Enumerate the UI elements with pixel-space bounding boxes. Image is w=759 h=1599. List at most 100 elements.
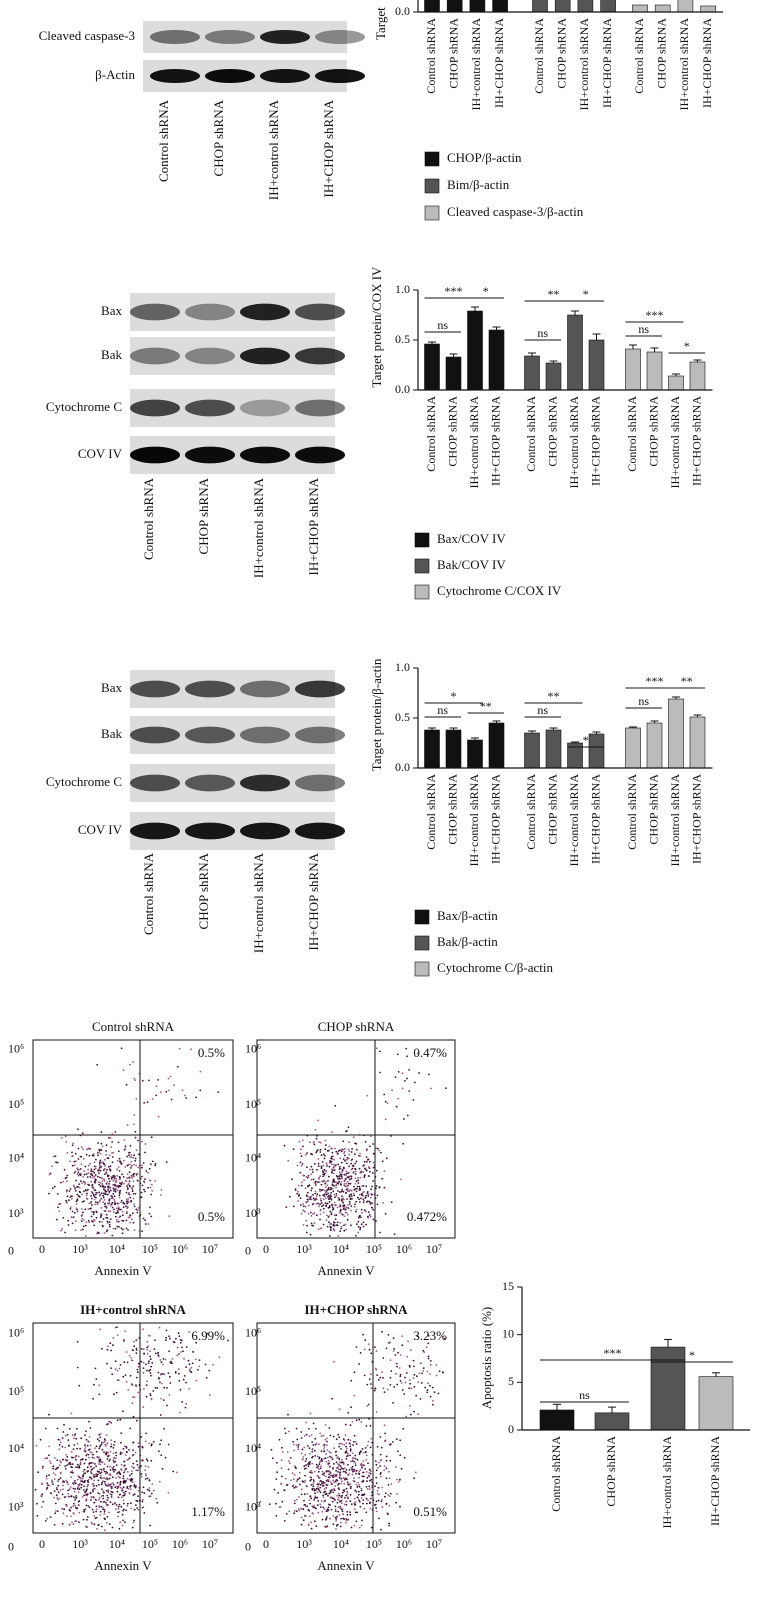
event-dot xyxy=(305,1515,307,1517)
event-dot xyxy=(150,1445,152,1447)
event-dot xyxy=(116,1504,118,1506)
event-dot xyxy=(107,1466,109,1468)
event-dot xyxy=(327,1449,329,1451)
event-dot xyxy=(301,1524,303,1526)
event-dot xyxy=(104,1471,106,1473)
event-dot xyxy=(80,1462,82,1464)
event-dot xyxy=(143,1388,145,1390)
event-dot xyxy=(325,1453,327,1455)
event-dot xyxy=(353,1194,355,1196)
event-dot xyxy=(120,1473,122,1475)
event-dot xyxy=(93,1485,95,1487)
event-dot xyxy=(341,1178,343,1180)
event-dot xyxy=(351,1148,353,1150)
event-dot xyxy=(361,1497,363,1499)
event-dot xyxy=(317,1512,319,1514)
event-dot xyxy=(66,1481,68,1483)
bar xyxy=(546,363,561,390)
event-dot xyxy=(116,1464,118,1466)
event-dot xyxy=(104,1483,106,1485)
event-dot xyxy=(131,1177,133,1179)
event-dot xyxy=(360,1469,362,1471)
event-dot xyxy=(329,1205,331,1207)
event-dot xyxy=(149,1356,151,1358)
event-dot xyxy=(413,1360,415,1362)
event-dot xyxy=(77,1367,79,1369)
event-dot xyxy=(57,1480,59,1482)
event-dot xyxy=(54,1512,56,1514)
event-dot xyxy=(359,1506,361,1508)
event-dot xyxy=(331,1483,333,1485)
event-dot xyxy=(104,1444,106,1446)
event-dot xyxy=(119,1197,121,1199)
event-dot xyxy=(114,1177,116,1179)
event-dot xyxy=(285,1206,287,1208)
event-dot xyxy=(90,1444,92,1446)
event-dot xyxy=(351,1527,353,1529)
event-dot xyxy=(299,1484,301,1486)
event-dot xyxy=(405,1382,407,1384)
event-dot xyxy=(333,1179,335,1181)
event-dot xyxy=(97,1152,99,1154)
event-dot xyxy=(98,1448,100,1450)
event-dot xyxy=(75,1482,77,1484)
event-dot xyxy=(86,1505,88,1507)
event-dot xyxy=(69,1510,71,1512)
quadrant-percent: 0.5% xyxy=(198,1045,225,1060)
event-dot xyxy=(134,1160,136,1162)
event-dot xyxy=(108,1199,110,1201)
event-dot xyxy=(135,1131,137,1133)
event-dot xyxy=(421,1382,423,1384)
event-dot xyxy=(122,1478,124,1480)
event-dot xyxy=(46,1478,48,1480)
event-dot xyxy=(62,1494,64,1496)
event-dot xyxy=(319,1462,321,1464)
event-dot xyxy=(88,1449,90,1451)
event-dot xyxy=(335,1510,337,1512)
event-dot xyxy=(336,1495,338,1497)
event-dot xyxy=(318,1163,320,1165)
blot-band xyxy=(130,775,180,792)
event-dot xyxy=(48,1454,50,1456)
event-dot xyxy=(318,1229,320,1231)
event-dot xyxy=(328,1195,330,1197)
event-dot xyxy=(379,1051,381,1053)
event-dot xyxy=(114,1175,116,1177)
event-dot xyxy=(110,1137,112,1139)
event-dot xyxy=(335,1481,337,1483)
event-dot xyxy=(399,1479,401,1481)
event-dot xyxy=(338,1493,340,1495)
event-dot xyxy=(132,1212,134,1214)
event-dot xyxy=(368,1404,370,1406)
event-dot xyxy=(107,1222,109,1224)
event-dot xyxy=(121,1173,123,1175)
event-dot xyxy=(76,1508,78,1510)
event-dot xyxy=(370,1498,372,1500)
event-dot xyxy=(341,1502,343,1504)
event-dot xyxy=(320,1465,322,1467)
event-dot xyxy=(93,1502,95,1504)
event-dot xyxy=(93,1457,95,1459)
event-dot xyxy=(358,1182,360,1184)
event-dot xyxy=(366,1498,368,1500)
event-dot xyxy=(166,1161,168,1163)
event-dot xyxy=(103,1442,105,1444)
legend-label: Cleaved caspase-3/β-actin xyxy=(447,204,584,219)
event-dot xyxy=(110,1483,112,1485)
event-dot xyxy=(136,1420,138,1422)
event-dot xyxy=(314,1163,316,1165)
event-dot xyxy=(369,1167,371,1169)
event-dot xyxy=(423,1351,425,1353)
event-dot xyxy=(153,1441,155,1443)
event-dot xyxy=(116,1212,118,1214)
event-dot xyxy=(299,1141,301,1143)
event-dot xyxy=(99,1328,101,1330)
event-dot xyxy=(99,1177,101,1179)
event-dot xyxy=(281,1476,283,1478)
event-dot xyxy=(78,1385,80,1387)
event-dot xyxy=(68,1199,70,1201)
event-dot xyxy=(345,1424,347,1426)
event-dot xyxy=(112,1202,114,1204)
blot-column-label: IH+CHOP shRNA xyxy=(306,852,321,950)
